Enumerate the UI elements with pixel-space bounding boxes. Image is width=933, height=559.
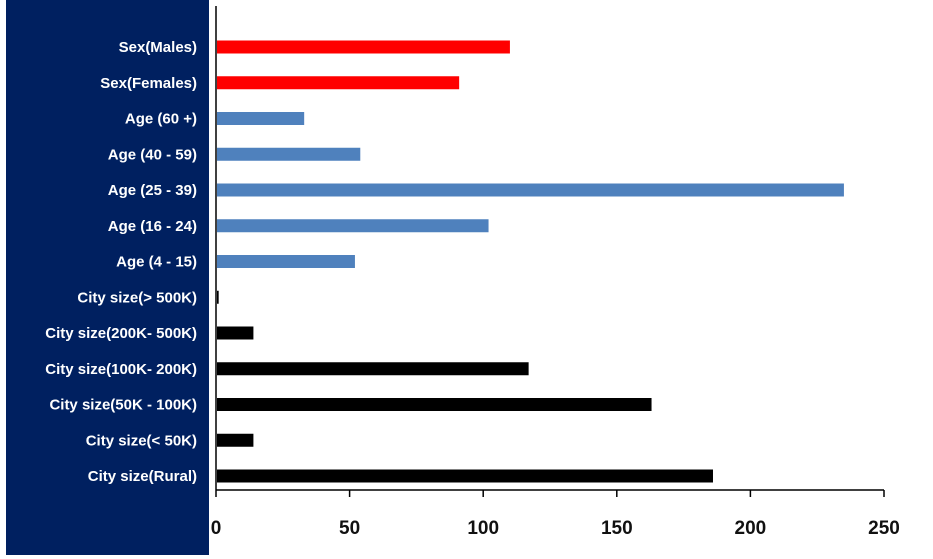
x-tick-label: 50 <box>339 518 360 539</box>
bar <box>217 433 254 447</box>
category-label: Sex(Males) <box>119 39 197 56</box>
category-labels: Sex(Males) Sex(Females) Age (60 +) Age (40 … <box>45 39 197 485</box>
bar <box>217 398 652 411</box>
category-label: Age (4 - 15) <box>116 254 197 271</box>
bar <box>217 76 460 90</box>
x-axis-ticks: 0 50 100 150 200 250 <box>211 490 900 539</box>
x-tick-label: 250 <box>868 518 900 539</box>
category-label: City size(> 500K) <box>77 289 197 306</box>
bar <box>217 326 254 340</box>
bars <box>217 40 844 483</box>
category-label: City size(Rural) <box>88 468 197 485</box>
x-tick-label: 150 <box>601 518 633 539</box>
x-tick-label: 100 <box>467 518 499 539</box>
category-label: City size(200K- 500K) <box>45 325 197 342</box>
category-label: City size(100K- 200K) <box>45 361 197 378</box>
category-label: Sex(Females) <box>100 75 197 92</box>
category-label: Age (40 - 59) <box>108 146 197 163</box>
category-label: City size(50K - 100K) <box>49 397 197 414</box>
bar <box>217 362 529 376</box>
category-label: Age (16 - 24) <box>108 218 197 235</box>
bar <box>217 290 219 304</box>
bar <box>217 40 510 54</box>
bar <box>217 469 713 483</box>
x-tick-label: 200 <box>735 518 767 539</box>
bar <box>217 183 844 197</box>
category-label: City size(< 50K) <box>86 432 197 449</box>
category-label: Age (25 - 39) <box>108 182 197 199</box>
bar <box>217 255 355 268</box>
bar <box>217 112 305 125</box>
category-label: Age (60 +) <box>125 111 197 128</box>
x-tick-label: 0 <box>211 518 222 539</box>
bar <box>217 219 489 233</box>
category-label-panel <box>6 0 209 555</box>
bar <box>217 147 361 161</box>
